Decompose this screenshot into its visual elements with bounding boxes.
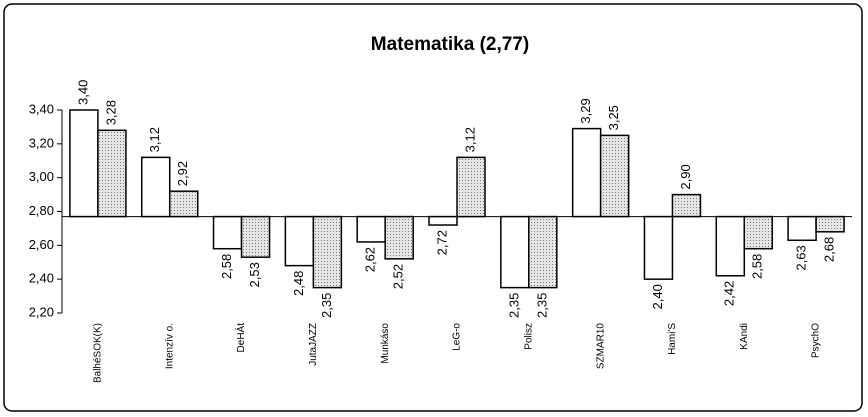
- value-label: 2,72: [434, 230, 449, 255]
- bar: [168, 190, 199, 218]
- value-label: 2,90: [678, 164, 693, 189]
- x-tick-label: KAndi: [739, 323, 750, 350]
- bar: [528, 215, 558, 289]
- value-label: 2,53: [247, 262, 262, 287]
- value-label: 3,29: [578, 98, 593, 123]
- x-tick-label: Munkáso: [380, 323, 391, 364]
- bar: [356, 215, 386, 243]
- y-tick-label: 2,20: [29, 304, 54, 319]
- bar: [97, 129, 127, 218]
- x-tick-label: BalhéSOK(K): [93, 323, 104, 383]
- bar: [643, 215, 674, 280]
- x-tick-label: JutaJAZZ: [308, 323, 319, 366]
- value-label: 2,35: [319, 293, 334, 318]
- x-tick-label: DeHÁt: [234, 323, 247, 353]
- y-tick-label: 2,40: [29, 271, 54, 286]
- value-label: 2,58: [750, 254, 765, 279]
- x-tick-label: LeG-o: [452, 323, 463, 351]
- bar: [456, 156, 486, 218]
- value-label: 3,12: [147, 127, 162, 152]
- bar: [240, 215, 271, 258]
- bar: [69, 109, 99, 218]
- value-label: 2,40: [650, 284, 665, 309]
- value-label: 2,48: [291, 271, 306, 296]
- value-label: 2,92: [175, 161, 190, 186]
- value-label: 3,40: [75, 80, 90, 105]
- y-tick-label: 2,80: [29, 203, 54, 218]
- value-label: 3,25: [606, 105, 621, 130]
- x-tick-label: PsychO: [811, 323, 822, 358]
- bar: [384, 215, 414, 260]
- bar: [743, 215, 774, 250]
- bar: [671, 193, 702, 218]
- x-tick-label: Polisz: [523, 323, 534, 350]
- value-label: 2,62: [363, 247, 378, 272]
- value-label: 2,68: [822, 237, 837, 262]
- frame: [3, 3, 863, 412]
- bar: [571, 127, 602, 218]
- value-label: 2,35: [534, 293, 549, 318]
- y-tick-label: 3,40: [29, 101, 54, 116]
- y-tick-label: 3,20: [29, 135, 54, 150]
- x-tick-label: SZMAR10: [595, 323, 606, 370]
- value-label: 3,28: [103, 100, 118, 125]
- value-label: 2,42: [722, 281, 737, 306]
- x-tick-label: Hami'S: [667, 323, 678, 355]
- value-label: 2,58: [219, 254, 234, 279]
- bar: [140, 156, 171, 218]
- bar: [815, 215, 845, 233]
- bar: [212, 215, 243, 250]
- bar: [284, 215, 315, 267]
- value-label: 2,63: [794, 245, 809, 270]
- value-label: 2,35: [506, 293, 521, 318]
- bar: [599, 134, 630, 218]
- x-tick-label: Intenzív o.: [164, 323, 175, 369]
- y-tick-label: 2,60: [29, 237, 54, 252]
- bar: [715, 215, 746, 277]
- y-tick-label: 3,00: [29, 169, 54, 184]
- value-label: 3,12: [462, 127, 477, 152]
- bar: [312, 215, 343, 289]
- bar: [500, 215, 530, 289]
- value-label: 2,52: [391, 264, 406, 289]
- chart-title: Matematika (2,77): [371, 34, 529, 55]
- bar: [787, 215, 817, 242]
- bar: [428, 215, 458, 226]
